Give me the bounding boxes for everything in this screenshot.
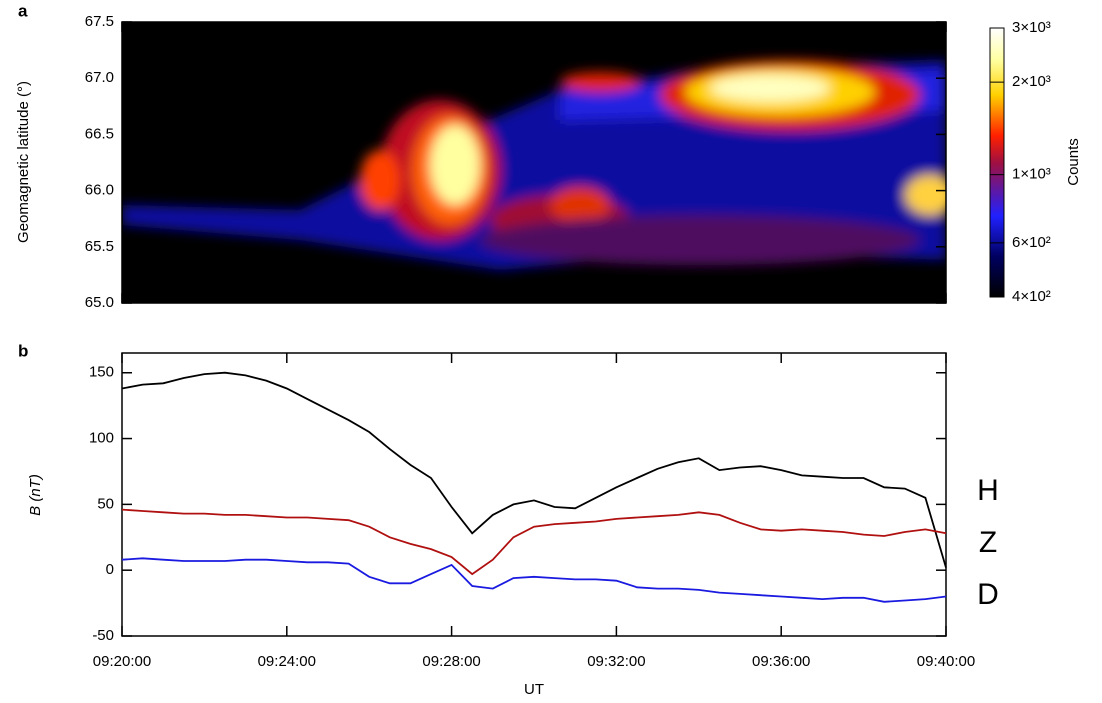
colorbar-tick-label: 6×10² [1012, 234, 1051, 251]
x-tick-label: 09:28:00 [422, 653, 480, 670]
legend-entry: Z [979, 526, 997, 559]
y-axis-label: B (nT) [27, 474, 44, 516]
x-axis-label: UT [524, 681, 544, 698]
line-series [121, 371, 947, 568]
y-tick-label: 66.0 [85, 182, 114, 199]
y-tick-label: 50 [97, 495, 114, 512]
panel-label: a [18, 1, 28, 20]
colorbar [989, 27, 1005, 298]
y-tick-label: 65.0 [85, 294, 114, 311]
y-tick-label: 0 [106, 561, 114, 578]
colorbar-tick-label: 1×10³ [1012, 166, 1051, 183]
x-tick-label: 09:36:00 [752, 653, 810, 670]
x-tick-label: 09:40:00 [917, 653, 975, 670]
legend-entry: H [977, 474, 999, 507]
x-tick-label: 09:20:00 [93, 653, 151, 670]
y-tick-label: 67.5 [85, 13, 114, 30]
y-tick-label: -50 [92, 627, 114, 644]
plot-frame-a [121, 21, 947, 304]
line-series [121, 557, 947, 603]
y-tick-label: 150 [89, 364, 114, 381]
panel-label: b [18, 341, 28, 360]
y-tick-label: 65.5 [85, 238, 114, 255]
colorbar-label: Counts [1065, 138, 1082, 186]
x-tick-label: 09:32:00 [587, 653, 645, 670]
colorbar-tick-label: 3×10³ [1012, 19, 1051, 36]
legend-entry: D [977, 578, 999, 611]
keogram-image [122, 22, 946, 303]
line-series [121, 508, 947, 576]
plot-frame-b [121, 352, 947, 637]
y-axis-label: Geomagnetic latitude (°) [15, 81, 32, 243]
colorbar-tick-label: 4×10² [1012, 288, 1051, 305]
y-tick-label: 100 [89, 430, 114, 447]
y-tick-label: 67.0 [85, 69, 114, 86]
y-tick-label: 66.5 [85, 125, 114, 142]
colorbar-tick-label: 2×10³ [1012, 73, 1051, 90]
x-tick-label: 09:24:00 [258, 653, 316, 670]
